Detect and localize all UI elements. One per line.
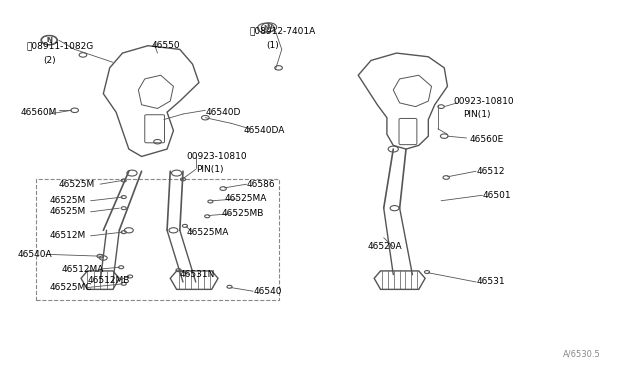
Text: 46501: 46501 — [483, 191, 511, 200]
Text: PIN(1): PIN(1) — [463, 109, 491, 119]
Text: 00923-10810: 00923-10810 — [186, 152, 247, 161]
Text: 46560E: 46560E — [470, 135, 504, 144]
Text: 46550: 46550 — [151, 41, 180, 50]
Text: 46525M: 46525M — [49, 207, 85, 217]
Text: PIN(1): PIN(1) — [196, 165, 223, 174]
Text: 46531N: 46531N — [180, 270, 215, 279]
Text: 46525M: 46525M — [59, 180, 95, 189]
Text: 46560M: 46560M — [20, 108, 57, 117]
Text: 46540A: 46540A — [17, 250, 52, 259]
Text: N: N — [46, 37, 52, 43]
Text: 46525MB: 46525MB — [221, 209, 264, 218]
Text: ⓝ08912-7401A: ⓝ08912-7401A — [250, 26, 316, 35]
Text: 46525MA: 46525MA — [186, 228, 228, 237]
Text: (1): (1) — [266, 41, 278, 50]
Text: 46525MA: 46525MA — [225, 195, 267, 203]
Text: 46525M: 46525M — [49, 196, 85, 205]
Text: 46512: 46512 — [476, 167, 504, 176]
Text: ⓝ08911-1082G: ⓝ08911-1082G — [27, 41, 94, 50]
Text: 46531: 46531 — [476, 278, 505, 286]
Text: 46540DA: 46540DA — [244, 126, 285, 135]
Text: A/6530.5: A/6530.5 — [563, 350, 600, 359]
Text: 46512M: 46512M — [49, 231, 85, 240]
Text: N: N — [266, 24, 272, 30]
Text: 46540D: 46540D — [205, 108, 241, 117]
Text: (2): (2) — [43, 56, 56, 65]
Text: 00923-10810: 00923-10810 — [454, 97, 515, 106]
Text: 46525MC: 46525MC — [49, 283, 92, 292]
Text: 46520A: 46520A — [368, 243, 403, 251]
Text: 46512MA: 46512MA — [62, 264, 104, 273]
Text: 46540: 46540 — [253, 287, 282, 296]
Text: 46586: 46586 — [246, 180, 275, 189]
Text: N: N — [263, 25, 269, 31]
Text: N: N — [46, 37, 52, 43]
Text: 46512MB: 46512MB — [88, 276, 130, 285]
